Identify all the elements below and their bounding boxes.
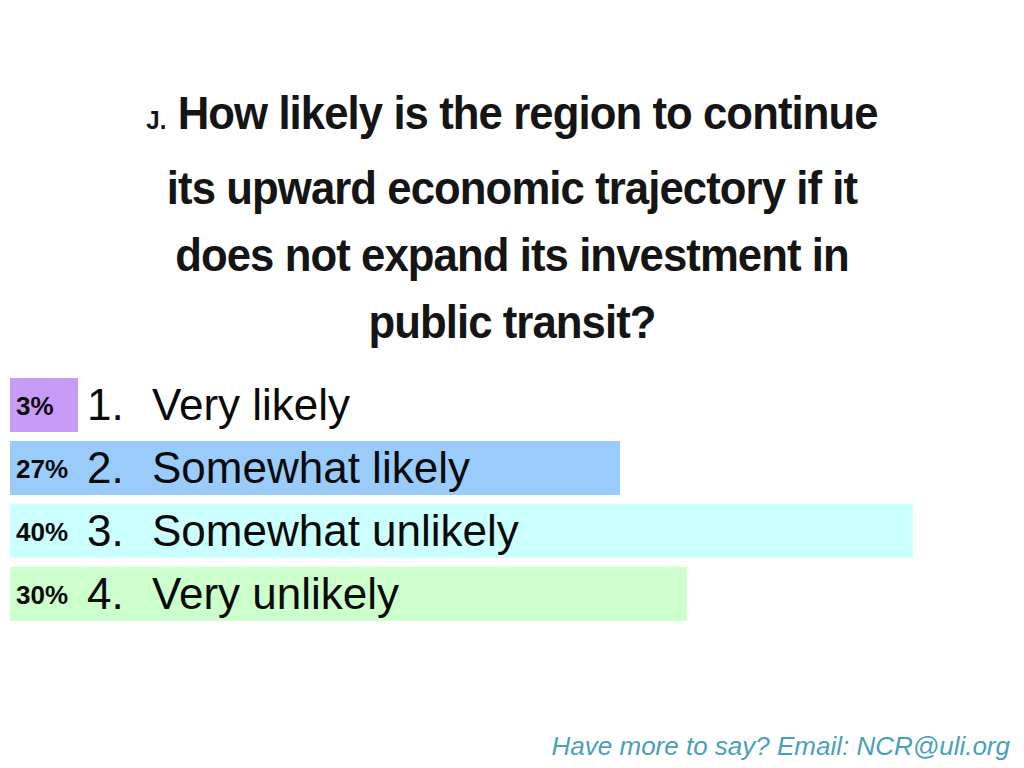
title-line-4: public transit? (368, 295, 655, 348)
poll-option-row: 3% 1. Very likely (10, 378, 1014, 432)
poll-option-row: 40% 3. Somewhat unlikely (10, 504, 1014, 558)
option-label: Somewhat likely (152, 441, 470, 495)
poll-option-row: 30% 4. Very unlikely (10, 567, 1014, 621)
percent-label: 30% (16, 567, 68, 621)
title-line-3: does not expand its investment in (175, 228, 849, 281)
option-label: Very unlikely (152, 567, 399, 621)
percent-label: 40% (16, 504, 68, 558)
footer-email-note: Have more to say? Email: NCR@uli.org (552, 731, 1010, 762)
poll-results-chart: 3% 1. Very likely 27% 2. Somewhat likely… (10, 378, 1014, 630)
option-number: 1. (87, 378, 124, 432)
option-label: Somewhat unlikely (152, 504, 519, 558)
question-title: J. How likely is the region to continue … (47, 79, 977, 355)
option-number: 3. (87, 504, 124, 558)
option-number: 2. (87, 441, 124, 495)
percent-label: 27% (16, 441, 68, 495)
option-number: 4. (87, 567, 124, 621)
question-letter: J. (146, 105, 166, 135)
title-line-2: its upward economic trajectory if it (167, 161, 857, 214)
percent-label: 3% (16, 378, 54, 432)
title-line-1: How likely is the region to continue (178, 86, 878, 139)
option-label: Very likely (152, 378, 350, 432)
poll-option-row: 27% 2. Somewhat likely (10, 441, 1014, 495)
